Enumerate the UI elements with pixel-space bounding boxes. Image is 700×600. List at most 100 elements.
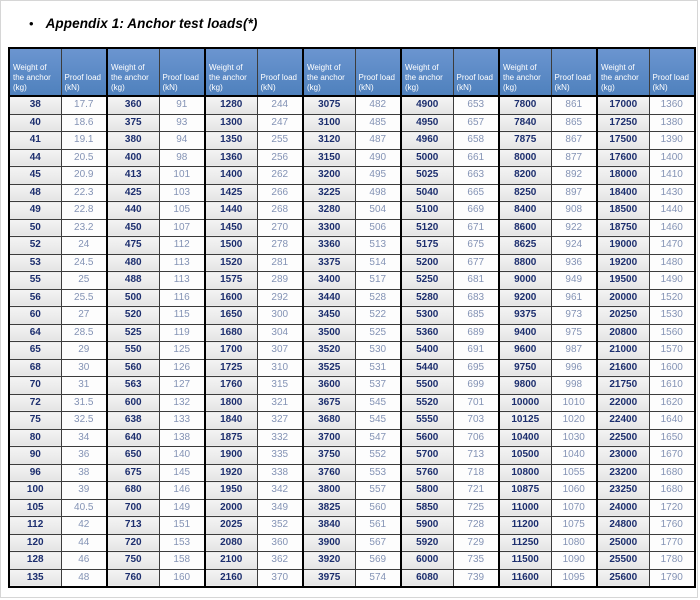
weight-cell: 45 bbox=[8, 166, 62, 185]
weight-cell: 100 bbox=[8, 481, 62, 500]
proof-load-cell: 140 bbox=[158, 446, 206, 465]
table-row: 68 30 560 126 1725 310 3525 531 5440 695 9750 996 21… bbox=[8, 358, 696, 377]
col-header-weight-line: (kg) bbox=[503, 83, 517, 92]
proof-load-cell: 663 bbox=[452, 166, 500, 185]
proof-load-cell: 1560 bbox=[648, 323, 696, 342]
proof-load-cell: 1720 bbox=[648, 498, 696, 517]
col-header-proof-line: (kN) bbox=[64, 83, 80, 92]
proof-load-cell: 1480 bbox=[648, 253, 696, 272]
col-header-weight: Weight of the anchor (kg) bbox=[302, 47, 356, 97]
weight-cell: 17250 bbox=[596, 113, 650, 132]
proof-load-cell: 949 bbox=[550, 271, 598, 290]
col-header-weight-line: the anchor bbox=[307, 73, 345, 82]
proof-load-cell: 1430 bbox=[648, 183, 696, 202]
proof-load-cell: 34 bbox=[60, 428, 108, 447]
proof-load-cell: 998 bbox=[550, 376, 598, 395]
weight-cell: 5900 bbox=[400, 516, 454, 535]
weight-cell: 400 bbox=[106, 148, 160, 167]
proof-load-cell: 729 bbox=[452, 533, 500, 552]
weight-cell: 20250 bbox=[596, 306, 650, 325]
proof-load-cell: 531 bbox=[354, 358, 402, 377]
weight-cell: 18000 bbox=[596, 166, 650, 185]
proof-load-cell: 1620 bbox=[648, 393, 696, 412]
proof-load-cell: 40.5 bbox=[60, 498, 108, 517]
weight-cell: 23250 bbox=[596, 481, 650, 500]
proof-load-cell: 861 bbox=[550, 95, 598, 115]
proof-load-cell: 321 bbox=[256, 393, 304, 412]
weight-cell: 6000 bbox=[400, 551, 454, 570]
proof-load-cell: 987 bbox=[550, 341, 598, 360]
anchor-test-loads-table: Weight of the anchor (kg) Proof load (kN) Wei… bbox=[8, 47, 696, 588]
weight-cell: 18500 bbox=[596, 201, 650, 220]
proof-load-cell: 552 bbox=[354, 446, 402, 465]
proof-load-cell: 877 bbox=[550, 148, 598, 167]
weight-cell: 475 bbox=[106, 236, 160, 255]
proof-load-cell: 112 bbox=[158, 236, 206, 255]
weight-cell: 7875 bbox=[498, 131, 552, 150]
weight-cell: 25500 bbox=[596, 551, 650, 570]
proof-load-cell: 1460 bbox=[648, 218, 696, 237]
proof-load-cell: 1010 bbox=[550, 393, 598, 412]
proof-load-cell: 349 bbox=[256, 498, 304, 517]
table-row: 105 40.5 700 149 2000 349 3825 560 5850 725 11000 1… bbox=[8, 498, 696, 517]
proof-load-cell: 658 bbox=[452, 131, 500, 150]
proof-load-cell: 1470 bbox=[648, 236, 696, 255]
proof-load-cell: 677 bbox=[452, 253, 500, 272]
weight-cell: 550 bbox=[106, 341, 160, 360]
weight-cell: 360 bbox=[106, 95, 160, 115]
weight-cell: 1360 bbox=[204, 148, 258, 167]
weight-cell: 8400 bbox=[498, 201, 552, 220]
proof-load-cell: 19.1 bbox=[60, 131, 108, 150]
proof-load-cell: 504 bbox=[354, 201, 402, 220]
weight-cell: 1450 bbox=[204, 218, 258, 237]
weight-cell: 75 bbox=[8, 411, 62, 430]
weight-cell: 5175 bbox=[400, 236, 454, 255]
proof-load-cell: 517 bbox=[354, 271, 402, 290]
proof-load-cell: 327 bbox=[256, 411, 304, 430]
proof-load-cell: 487 bbox=[354, 131, 402, 150]
col-header-proof: Proof load (kN) bbox=[158, 47, 206, 97]
appendix-title-row: • Appendix 1: Anchor test loads(*) bbox=[1, 1, 697, 35]
col-header-proof: Proof load (kN) bbox=[550, 47, 598, 97]
proof-load-cell: 545 bbox=[354, 411, 402, 430]
proof-load-cell: 908 bbox=[550, 201, 598, 220]
proof-load-cell: 553 bbox=[354, 463, 402, 482]
proof-load-cell: 30 bbox=[60, 358, 108, 377]
proof-load-cell: 961 bbox=[550, 288, 598, 307]
weight-cell: 563 bbox=[106, 376, 160, 395]
proof-load-cell: 1070 bbox=[550, 498, 598, 517]
proof-load-cell: 18.6 bbox=[60, 113, 108, 132]
col-header-weight-line: (kg) bbox=[209, 83, 223, 92]
weight-cell: 380 bbox=[106, 131, 160, 150]
proof-load-cell: 561 bbox=[354, 516, 402, 535]
weight-cell: 5850 bbox=[400, 498, 454, 517]
weight-cell: 3225 bbox=[302, 183, 356, 202]
proof-load-cell: 865 bbox=[550, 113, 598, 132]
proof-load-cell: 683 bbox=[452, 288, 500, 307]
proof-load-cell: 17.7 bbox=[60, 95, 108, 115]
proof-load-cell: 310 bbox=[256, 358, 304, 377]
col-header-weight-line: the anchor bbox=[405, 73, 443, 82]
weight-cell: 9375 bbox=[498, 306, 552, 325]
weight-cell: 5000 bbox=[400, 148, 454, 167]
weight-cell: 5600 bbox=[400, 428, 454, 447]
proof-load-cell: 735 bbox=[452, 551, 500, 570]
proof-load-cell: 335 bbox=[256, 446, 304, 465]
weight-cell: 17000 bbox=[596, 95, 650, 115]
weight-cell: 3500 bbox=[302, 323, 356, 342]
weight-cell: 68 bbox=[8, 358, 62, 377]
weight-cell: 10400 bbox=[498, 428, 552, 447]
proof-load-cell: 266 bbox=[256, 183, 304, 202]
weight-cell: 3525 bbox=[302, 358, 356, 377]
proof-load-cell: 1400 bbox=[648, 148, 696, 167]
weight-cell: 7840 bbox=[498, 113, 552, 132]
proof-load-cell: 342 bbox=[256, 481, 304, 500]
table-row: 50 23.2 450 107 1450 270 3300 506 5120 671 8600 922… bbox=[8, 218, 696, 237]
col-header-weight-line: (kg) bbox=[601, 83, 615, 92]
weight-cell: 10500 bbox=[498, 446, 552, 465]
proof-load-cell: 653 bbox=[452, 95, 500, 115]
col-header-proof: Proof load (kN) bbox=[354, 47, 402, 97]
proof-load-cell: 1030 bbox=[550, 428, 598, 447]
proof-load-cell: 133 bbox=[158, 411, 206, 430]
weight-cell: 440 bbox=[106, 201, 160, 220]
